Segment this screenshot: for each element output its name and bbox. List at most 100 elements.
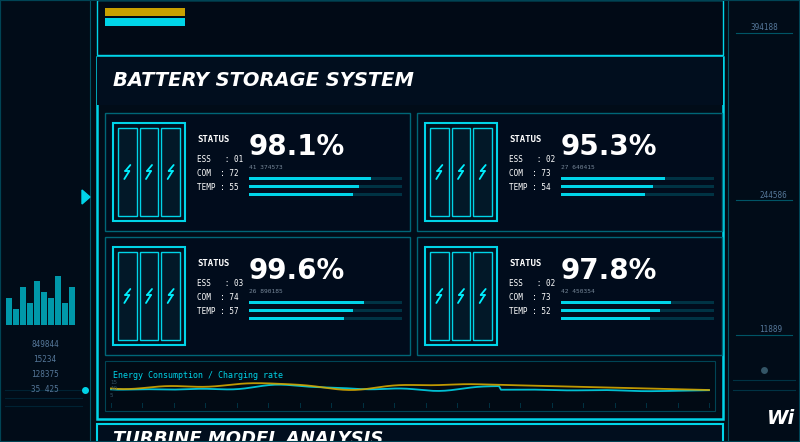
Text: STATUS: STATUS [509,135,542,144]
Text: 10: 10 [110,386,117,392]
Text: STATUS: STATUS [197,135,230,144]
Bar [452,128,470,216]
Text: Energy Consumption / Charging rate: Energy Consumption / Charging rate [113,371,283,380]
Bar [41,292,47,325]
Text: 27 640415: 27 640415 [561,165,594,170]
Text: BATTERY STORAGE SYSTEM: BATTERY STORAGE SYSTEM [113,72,414,91]
Bar [62,303,68,325]
Bar [561,309,661,312]
Bar [0,0,90,442]
Bar [417,113,722,231]
Bar [417,237,722,355]
Bar [561,301,714,304]
Bar [425,123,497,221]
Bar [561,177,665,180]
Bar [728,0,800,442]
Bar [249,185,402,188]
Bar [249,193,353,196]
Bar [113,123,185,221]
Bar [249,193,402,196]
Bar [425,247,497,345]
Bar [249,309,402,312]
Bar [69,286,75,325]
Bar [97,0,723,55]
Bar [105,361,715,411]
Bar [48,297,54,325]
Bar [27,303,33,325]
Bar [249,317,402,320]
Text: 849844: 849844 [31,340,59,349]
Bar [561,317,650,320]
Bar [13,309,19,325]
Text: ESS   : 03: ESS : 03 [197,279,243,288]
Bar [452,252,470,340]
Bar [20,286,26,325]
Text: 95.3%: 95.3% [561,133,658,161]
Text: 5: 5 [110,393,114,398]
Text: STATUS: STATUS [197,259,230,268]
Bar [113,247,185,345]
Text: 97.8%: 97.8% [561,257,658,285]
Bar [55,275,61,325]
Bar [6,297,12,325]
Text: TEMP : 54: TEMP : 54 [509,183,550,192]
Text: 42 450354: 42 450354 [561,289,594,294]
Bar [162,252,180,340]
Bar [561,185,714,188]
Bar [430,252,449,340]
Text: COM  : 73: COM : 73 [509,169,550,178]
Bar [249,177,402,180]
Text: 98.1%: 98.1% [249,133,346,161]
Text: 244586: 244586 [759,191,786,199]
Text: 41 374573: 41 374573 [249,165,282,170]
Bar [162,128,180,216]
Bar [474,252,492,340]
Bar [140,252,158,340]
Bar [561,185,653,188]
Text: ESS   : 02: ESS : 02 [509,155,555,164]
Bar [118,252,137,340]
Bar [34,281,40,325]
Bar [249,309,353,312]
Text: Wi: Wi [767,409,795,428]
Text: STATUS: STATUS [509,259,542,268]
Text: 35 425: 35 425 [31,385,59,394]
Bar [97,57,723,105]
Bar [249,177,371,180]
Bar [728,0,800,442]
Bar [105,18,185,26]
Bar [249,317,344,320]
Text: 394188: 394188 [750,23,778,33]
Text: TURBINE MODEL ANALYSIS: TURBINE MODEL ANALYSIS [113,430,383,442]
Bar [561,193,645,196]
Bar [118,128,137,216]
Text: 11889: 11889 [759,325,782,335]
Bar [561,301,671,304]
Bar [97,424,723,442]
Text: COM  : 73: COM : 73 [509,293,550,302]
Text: 15: 15 [110,380,117,385]
Bar [105,237,410,355]
Polygon shape [82,190,90,204]
Bar [561,317,714,320]
Text: TEMP : 52: TEMP : 52 [509,307,550,316]
Text: TEMP : 57: TEMP : 57 [197,307,238,316]
Bar [97,57,723,419]
Text: COM  : 74: COM : 74 [197,293,238,302]
Text: COM  : 72: COM : 72 [197,169,238,178]
Bar [249,301,402,304]
Text: 99.6%: 99.6% [249,257,346,285]
Text: 26 890185: 26 890185 [249,289,282,294]
Bar [430,128,449,216]
Text: 15234: 15234 [34,355,57,364]
Text: TEMP : 55: TEMP : 55 [197,183,238,192]
Bar [561,309,714,312]
Text: ESS   : 01: ESS : 01 [197,155,243,164]
Text: ESS   : 02: ESS : 02 [509,279,555,288]
Bar [561,193,714,196]
Bar [105,8,185,16]
Bar [0,0,90,442]
Bar [474,128,492,216]
Bar [140,128,158,216]
Text: 128375: 128375 [31,370,59,379]
